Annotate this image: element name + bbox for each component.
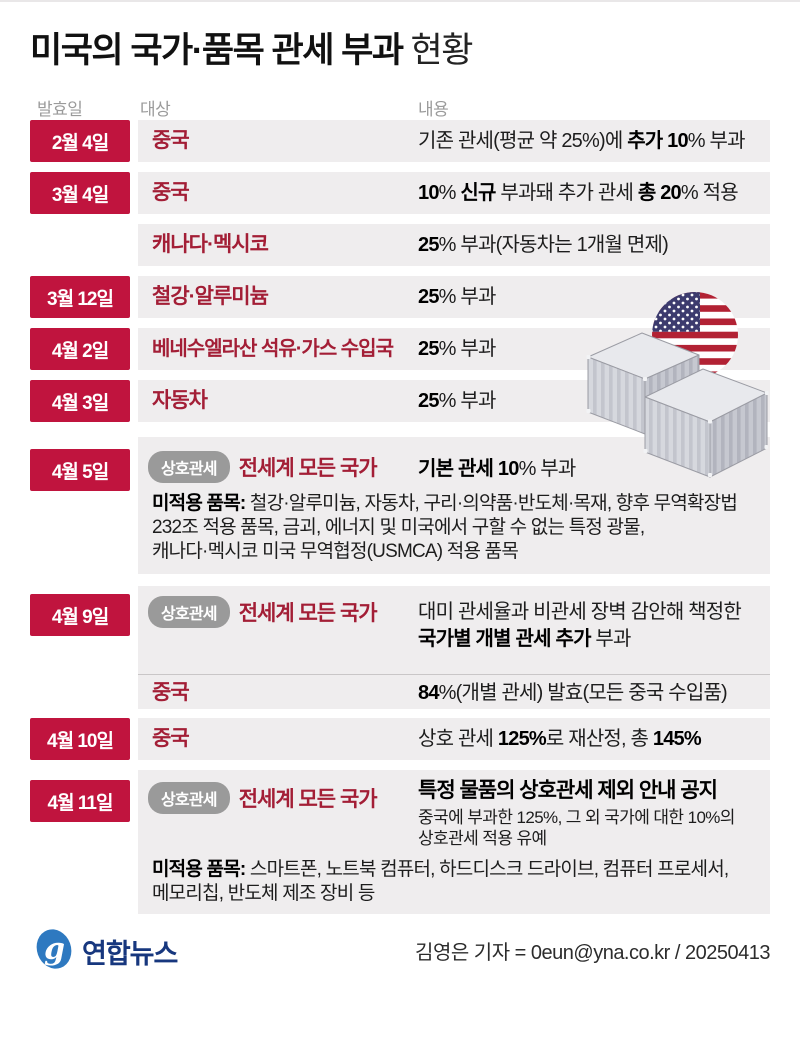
date-badge: 4월 3일 <box>30 380 130 422</box>
exclusion-note: 미적용 품목: 스마트폰, 노트북 컴퓨터, 하드디스크 드라이브, 컴퓨터 프… <box>152 858 729 906</box>
content-segment: % 부과 <box>438 390 497 412</box>
note-text: 철강·알루미늄, 자동차, 구리·의약품·반도체·목재, 향후 무역확장법 23… <box>152 493 738 562</box>
content-segment: 기존 관세(평균 약 25%)에 <box>418 130 628 152</box>
table-row: 3월 4일 중국 10% 신규 부과돼 추가 관세 총 20% 적용 <box>0 172 800 214</box>
target-label: 전세계 모든 국가 <box>238 602 378 625</box>
row-background <box>138 586 770 709</box>
content-segment-bold: 총 20 <box>637 182 682 204</box>
title-suffix: 현황 <box>410 31 474 70</box>
target-label: 전세계 모든 국가 <box>238 457 378 480</box>
date-badge: 3월 12일 <box>30 276 130 318</box>
content-segment: % 부과 <box>438 338 497 360</box>
date-badge: 2월 4일 <box>30 120 130 162</box>
content-segment: % <box>438 182 461 204</box>
target-label: 중국 <box>152 681 190 704</box>
content-subtext: 중국에 부과한 125%, 그 외 국가에 대한 10%의 상호관세 적용 유예 <box>418 808 735 848</box>
content-text: 25% 부과(자동차는 1개월 면제) <box>418 224 669 266</box>
table-row: 2월 4일 중국 기존 관세(평균 약 25%)에 추가 10% 부과 <box>0 120 800 162</box>
target-label: 중국 <box>152 181 190 204</box>
row-background <box>138 770 770 914</box>
target-label: 중국 <box>152 129 190 152</box>
content-segment: % 부과 <box>518 458 577 480</box>
reciprocal-tariff-badge: 상호관세 <box>148 782 230 814</box>
content-segment: 상호 관세 <box>418 728 498 750</box>
row-background <box>138 120 770 162</box>
table-row: 캐나다·멕시코 25% 부과(자동차는 1개월 면제) <box>0 224 800 266</box>
brand-name: 연합뉴스 <box>82 939 178 969</box>
yonhap-logo: g <box>36 929 72 969</box>
content-segment-bold: 25 <box>418 234 439 256</box>
table-row-group: 4월 11일 상호관세 전세계 모든 국가 특정 물품의 상호관세 제외 안내 … <box>0 770 800 914</box>
note-label: 미적용 품목: <box>152 859 246 880</box>
content-text: 84%(개별 관세) 발효(모든 중국 수입품) <box>418 678 728 708</box>
content-segment-bold: 10 <box>418 182 439 204</box>
flag-and-containers-graphic <box>586 292 769 478</box>
date-badge: 4월 9일 <box>30 594 130 636</box>
title-main: 미국의 국가·품목 관세 부과 <box>30 31 404 70</box>
byline-credit: 김영은 기자 = 0eun@yna.co.kr / 20250413 <box>415 942 770 964</box>
page-title: 미국의 국가·품목 관세 부과 현황 <box>30 22 474 73</box>
content-segment: %(개별 관세) 발효(모든 중국 수입품) <box>438 682 728 704</box>
note-label: 미적용 품목: <box>152 493 246 514</box>
target-label: 캐나다·멕시코 <box>152 233 269 256</box>
content-text: 대미 관세율과 비관세 장벽 감안해 책정한 국가별 개별 관세 추가 부과 <box>418 599 742 653</box>
target-label: 철강·알루미늄 <box>152 285 269 308</box>
content-segment: % 부과 <box>438 286 497 308</box>
date-badge: 4월 10일 <box>30 718 130 760</box>
content-text: 기존 관세(평균 약 25%)에 추가 10% 부과 <box>418 120 746 162</box>
shipping-containers-icon <box>586 332 769 478</box>
target-label: 전세계 모든 국가 <box>238 788 378 811</box>
column-header-target: 대상 <box>140 100 171 119</box>
content-segment-bold: 125% <box>497 728 547 750</box>
content-segment-bold: 25 <box>418 338 439 360</box>
date-badge: 4월 5일 <box>30 449 130 491</box>
content-segment: 부과 <box>590 628 631 650</box>
content-segment: % 부과 <box>687 130 746 152</box>
content-segment-bold: 145% <box>652 728 702 750</box>
target-label: 자동차 <box>152 389 208 412</box>
reciprocal-tariff-badge: 상호관세 <box>148 596 230 628</box>
row-background <box>138 718 770 760</box>
content-text: 10% 신규 부과돼 추가 관세 총 20% 적용 <box>418 172 739 214</box>
content-segment-bold: 기본 관세 10 <box>418 458 519 480</box>
content-segment-bold: 추가 10 <box>627 130 688 152</box>
date-badge: 3월 4일 <box>30 172 130 214</box>
table-row: 4월 10일 중국 상호 관세 125%로 재산정, 총 145% <box>0 718 800 760</box>
content-segment: % 적용 <box>680 182 739 204</box>
sub-row-divider <box>138 674 770 675</box>
content-segment: % 부과(자동차는 1개월 면제) <box>438 234 669 256</box>
content-text: 기본 관세 10% 부과 <box>418 456 576 483</box>
row-background <box>138 172 770 214</box>
svg-text:g: g <box>44 932 65 967</box>
date-badge: 4월 11일 <box>30 780 130 822</box>
note-text: 스마트폰, 노트북 컴퓨터, 하드디스크 드라이브, 컴퓨터 프로세서, 메모리… <box>152 859 729 904</box>
content-segment: 로 재산정, 총 <box>545 728 653 750</box>
date-badge: 4월 2일 <box>30 328 130 370</box>
content-segment-bold: 신규 <box>460 182 496 204</box>
content-segment-bold: 25 <box>418 286 439 308</box>
content-text: 상호 관세 125%로 재산정, 총 145% <box>418 718 702 760</box>
content-segment-bold: 84 <box>418 682 439 704</box>
table-row-group: 4월 9일 상호관세 전세계 모든 국가 대미 관세율과 비관세 장벽 감안해 … <box>0 586 800 709</box>
content-text: 25% 부과 <box>418 276 496 318</box>
target-label: 베네수엘라산 석유·가스 수입국 <box>152 338 394 360</box>
target-label: 중국 <box>152 727 190 750</box>
content-text: 25% 부과 <box>418 328 496 370</box>
content-segment-bold: 국가별 개별 관세 추가 <box>418 628 591 650</box>
content-segment: 대미 관세율과 비관세 장벽 감안해 책정한 <box>418 601 742 623</box>
content-heading: 특정 물품의 상호관세 제외 안내 공지 <box>418 779 718 802</box>
row-background <box>138 224 770 266</box>
content-segment: 부과돼 추가 관세 <box>495 182 638 204</box>
column-header-date: 발효일 <box>37 100 83 119</box>
content-segment-bold: 25 <box>418 390 439 412</box>
content-text: 25% 부과 <box>418 380 496 422</box>
reciprocal-tariff-badge: 상호관세 <box>148 451 230 483</box>
exclusion-note: 미적용 품목: 철강·알루미늄, 자동차, 구리·의약품·반도체·목재, 향후 … <box>152 492 738 564</box>
column-header-content: 내용 <box>418 100 449 119</box>
